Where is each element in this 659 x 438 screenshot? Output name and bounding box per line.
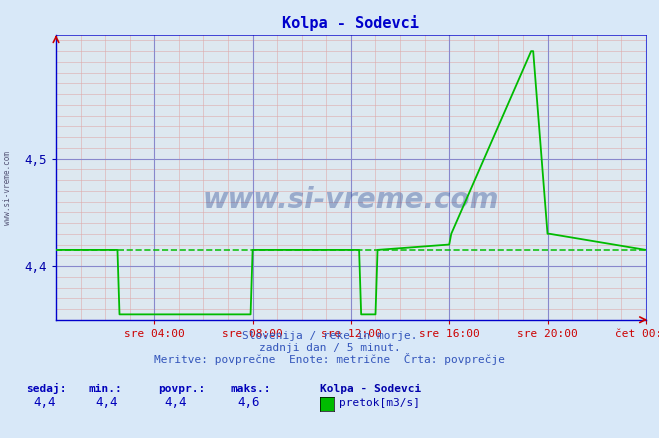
Text: 4,4: 4,4: [33, 396, 55, 410]
Text: zadnji dan / 5 minut.: zadnji dan / 5 minut.: [258, 343, 401, 353]
Text: Slovenija / reke in morje.: Slovenija / reke in morje.: [242, 332, 417, 342]
Text: www.si-vreme.com: www.si-vreme.com: [3, 152, 13, 225]
Text: 4,4: 4,4: [165, 396, 187, 410]
Text: www.si-vreme.com: www.si-vreme.com: [203, 186, 499, 214]
Text: maks.:: maks.:: [231, 384, 271, 394]
Text: pretok[m3/s]: pretok[m3/s]: [339, 399, 420, 409]
Title: Kolpa - Sodevci: Kolpa - Sodevci: [283, 15, 419, 31]
Text: min.:: min.:: [89, 384, 123, 394]
Text: Meritve: povprečne  Enote: metrične  Črta: povprečje: Meritve: povprečne Enote: metrične Črta:…: [154, 353, 505, 365]
Text: 4,4: 4,4: [96, 396, 118, 410]
Text: 4,6: 4,6: [237, 396, 260, 410]
Text: povpr.:: povpr.:: [158, 384, 206, 394]
Text: Kolpa - Sodevci: Kolpa - Sodevci: [320, 384, 421, 394]
Text: sedaj:: sedaj:: [26, 383, 67, 394]
